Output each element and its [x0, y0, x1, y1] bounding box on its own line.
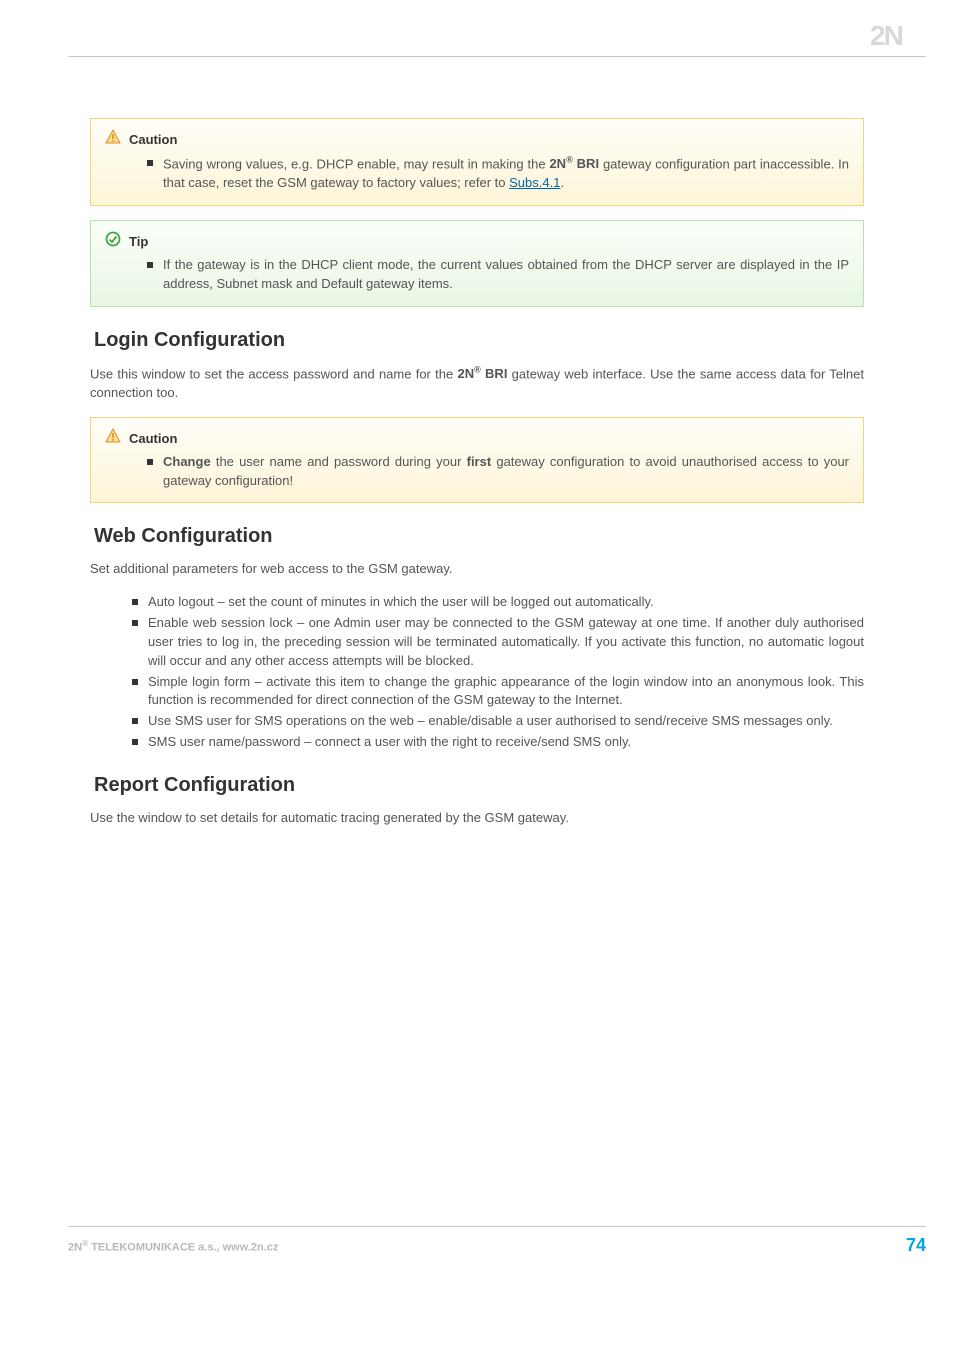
heading-login-config: Login Configuration — [94, 329, 864, 352]
tip-callout: Tip If the gateway is in the DHCP client… — [90, 220, 864, 307]
text-bold: Change — [163, 454, 211, 469]
list-item: Use SMS user for SMS operations on the w… — [148, 712, 864, 731]
heading-web-config: Web Configuration — [94, 525, 864, 548]
text-bold: first — [467, 454, 492, 469]
text: TELEKOMUNIKACE a.s., www.2n.cz — [88, 1242, 278, 1254]
login-config-para: Use this window to set the access passwo… — [90, 364, 864, 403]
tip-icon — [105, 231, 121, 252]
footer-divider — [68, 1226, 926, 1227]
subs-link[interactable]: Subs.4.1 — [509, 175, 560, 190]
heading-report-config: Report Configuration — [94, 774, 864, 797]
text: Saving wrong values, e.g. DHCP enable, m… — [163, 156, 549, 171]
list-item: SMS user name/password – connect a user … — [148, 733, 864, 752]
caution-item: Saving wrong values, e.g. DHCP enable, m… — [163, 154, 849, 193]
caution-callout-1: Caution Saving wrong values, e.g. DHCP e… — [90, 118, 864, 206]
text: the user name and password during your — [211, 454, 467, 469]
list-item: Enable web session lock – one Admin user… — [148, 614, 864, 671]
web-config-list: Auto logout – set the count of minutes i… — [90, 593, 864, 752]
tip-item: If the gateway is in the DHCP client mod… — [163, 256, 849, 294]
page-footer: 2N® TELEKOMUNIKACE a.s., www.2n.cz 74 — [68, 1226, 926, 1256]
header-divider — [68, 56, 926, 57]
page-number: 74 — [906, 1235, 926, 1256]
text-bold: BRI — [573, 156, 599, 171]
footer-company: 2N® TELEKOMUNIKACE a.s., www.2n.cz — [68, 1239, 278, 1254]
caution-callout-2: Caution Change the user name and passwor… — [90, 417, 864, 504]
tip-title: Tip — [129, 234, 148, 249]
text-bold: BRI — [481, 366, 508, 381]
web-config-para: Set additional parameters for web access… — [90, 560, 864, 579]
caution-icon — [105, 129, 121, 150]
list-item: Simple login form – activate this item t… — [148, 673, 864, 711]
caution-item: Change the user name and password during… — [163, 453, 849, 491]
caution-title: Caution — [129, 431, 177, 446]
text-bold: 2N — [549, 156, 566, 171]
text: 2N — [68, 1242, 82, 1254]
caution-title: Caution — [129, 132, 177, 147]
text: . — [560, 175, 564, 190]
list-item: Auto logout – set the count of minutes i… — [148, 593, 864, 612]
report-config-para: Use the window to set details for automa… — [90, 809, 864, 828]
brand-logo: 2N — [870, 20, 926, 55]
text-bold: 2N — [457, 366, 474, 381]
svg-text:2N: 2N — [870, 20, 903, 50]
text: Use this window to set the access passwo… — [90, 366, 457, 381]
caution-icon — [105, 428, 121, 449]
